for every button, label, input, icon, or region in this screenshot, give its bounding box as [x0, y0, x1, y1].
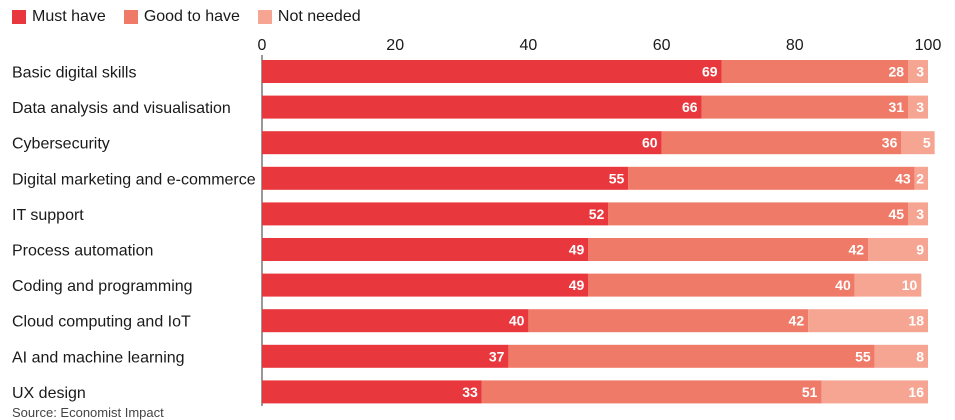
bar-must-have-data-analysis-and-visualisation	[262, 95, 702, 119]
data-label-good-to-have-cloud-computing-and-iot: 42	[789, 313, 805, 329]
data-label-not-needed-digital-marketing-and-e-commerce: 2	[916, 170, 924, 186]
bar-good-to-have-digital-marketing-and-e-commerce	[628, 166, 915, 190]
bar-good-to-have-coding-and-programming	[588, 273, 855, 297]
legend-item-not-needed: Not needed	[257, 8, 361, 26]
data-label-not-needed-data-analysis-and-visualisation: 3	[916, 99, 924, 115]
x-tick-label-80: 80	[786, 37, 804, 54]
data-label-not-needed-ai-and-machine-learning: 8	[916, 348, 924, 364]
category-label-it-support: IT support	[12, 207, 84, 224]
x-tick-label-100: 100	[915, 37, 942, 54]
bar-must-have-process-automation	[262, 238, 589, 261]
bar-not-needed-data-analysis-and-visualisation	[908, 95, 928, 119]
legend-swatch-must-have	[12, 10, 26, 24]
category-label-ai-and-machine-learning: AI and machine learning	[12, 349, 185, 366]
category-label-digital-marketing-and-e-commerce: Digital marketing and e-commerce	[12, 171, 256, 188]
data-label-must-have-digital-marketing-and-e-commerce: 55	[609, 170, 625, 186]
bar-good-to-have-data-analysis-and-visualisation	[701, 95, 909, 119]
bar-not-needed-cybersecurity	[901, 131, 935, 155]
bar-not-needed-ux-design	[821, 380, 928, 404]
bar-not-needed-process-automation	[868, 238, 928, 261]
data-label-good-to-have-process-automation: 42	[848, 242, 864, 258]
x-tick-label-60: 60	[653, 37, 671, 54]
data-label-must-have-process-automation: 49	[569, 242, 585, 258]
data-label-good-to-have-digital-marketing-and-e-commerce: 43	[895, 170, 911, 186]
category-label-coding-and-programming: Coding and programming	[12, 278, 193, 295]
data-label-not-needed-process-automation: 9	[916, 242, 924, 258]
data-label-not-needed-coding-and-programming: 10	[902, 277, 918, 293]
data-label-not-needed-cybersecurity: 5	[923, 135, 931, 151]
bar-not-needed-ai-and-machine-learning	[874, 344, 928, 368]
data-label-good-to-have-coding-and-programming: 40	[835, 277, 851, 293]
data-label-good-to-have-cybersecurity: 36	[882, 135, 898, 151]
data-label-good-to-have-basic-digital-skills: 28	[888, 64, 904, 80]
bar-good-to-have-ai-and-machine-learning	[508, 344, 875, 368]
data-label-must-have-cybersecurity: 60	[642, 135, 658, 151]
data-label-must-have-ai-and-machine-learning: 37	[489, 348, 505, 364]
bar-must-have-ai-and-machine-learning	[262, 344, 509, 368]
x-tick-label-40: 40	[520, 37, 538, 54]
legend-swatch-not-needed	[257, 10, 272, 24]
legend: Must have Good to have Not needed	[12, 8, 361, 26]
category-label-basic-digital-skills: Basic digital skills	[12, 65, 136, 82]
data-label-not-needed-cloud-computing-and-iot: 18	[908, 313, 924, 329]
data-label-must-have-data-analysis-and-visualisation: 66	[682, 99, 698, 115]
bar-good-to-have-cloud-computing-and-iot	[528, 309, 809, 333]
x-tick-label-20: 20	[386, 37, 404, 54]
data-label-must-have-coding-and-programming: 49	[569, 277, 585, 293]
data-label-not-needed-it-support: 3	[916, 206, 924, 222]
bar-not-needed-coding-and-programming	[854, 273, 922, 297]
data-label-must-have-cloud-computing-and-iot: 40	[509, 313, 525, 329]
data-label-not-needed-basic-digital-skills: 3	[916, 64, 924, 80]
legend-label-must-have: Must have	[32, 8, 106, 25]
bar-not-needed-it-support	[908, 202, 928, 226]
data-label-not-needed-ux-design: 16	[908, 384, 924, 400]
legend-label-not-needed: Not needed	[277, 8, 361, 25]
category-label-process-automation: Process automation	[12, 243, 153, 260]
bar-good-to-have-process-automation	[588, 238, 869, 261]
category-label-cloud-computing-and-iot: Cloud computing and IoT	[12, 314, 191, 331]
category-label-ux-design: UX design	[12, 385, 86, 402]
x-tick-label-0: 0	[258, 37, 267, 54]
legend-swatch-good-to-have	[123, 10, 138, 24]
bar-must-have-cloud-computing-and-iot	[262, 309, 529, 333]
bar-must-have-it-support	[262, 202, 609, 226]
bar-good-to-have-basic-digital-skills	[721, 60, 909, 83]
bar-must-have-basic-digital-skills	[262, 60, 722, 83]
data-label-good-to-have-ai-and-machine-learning: 55	[855, 348, 871, 364]
data-label-good-to-have-ux-design: 51	[802, 384, 818, 400]
data-label-must-have-it-support: 52	[589, 206, 605, 222]
bar-must-have-ux-design	[262, 380, 482, 404]
legend-item-must-have: Must have	[12, 8, 106, 26]
bar-not-needed-basic-digital-skills	[908, 60, 928, 83]
category-label-data-analysis-and-visualisation: Data analysis and visualisation	[12, 100, 231, 117]
bar-not-needed-digital-marketing-and-e-commerce	[914, 166, 928, 190]
bar-good-to-have-it-support	[608, 202, 909, 226]
data-label-must-have-ux-design: 33	[462, 384, 478, 400]
category-label-cybersecurity: Cybersecurity	[12, 136, 110, 153]
bar-must-have-digital-marketing-and-e-commerce	[262, 166, 629, 190]
bar-not-needed-cloud-computing-and-iot	[808, 309, 928, 333]
data-label-good-to-have-it-support: 45	[888, 206, 904, 222]
data-label-must-have-basic-digital-skills: 69	[702, 64, 718, 80]
bar-good-to-have-cybersecurity	[661, 131, 902, 155]
data-label-good-to-have-data-analysis-and-visualisation: 31	[888, 99, 904, 115]
bar-must-have-cybersecurity	[262, 131, 662, 155]
legend-item-good-to-have: Good to have	[123, 8, 240, 26]
bar-good-to-have-ux-design	[481, 380, 822, 404]
bar-must-have-coding-and-programming	[262, 273, 589, 297]
source-footnote: Source: Economist Impact	[12, 405, 164, 420]
legend-label-good-to-have: Good to have	[143, 8, 240, 25]
